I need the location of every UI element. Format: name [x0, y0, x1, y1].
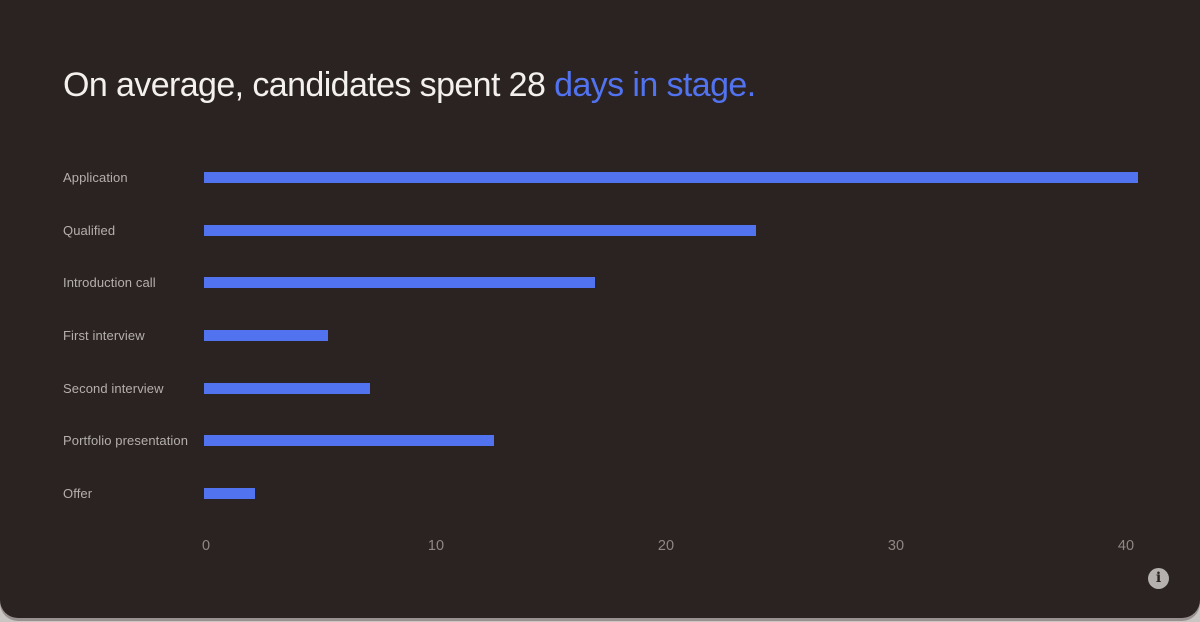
category-label: Offer [63, 485, 93, 501]
bar [204, 224, 756, 236]
category-label: Introduction call [63, 275, 156, 291]
chart-row: Portfolio presentation [63, 414, 1163, 467]
bar [204, 435, 494, 447]
category-label: First interview [63, 327, 145, 343]
category-label: Qualified [63, 222, 116, 238]
title-main-text: On average, candidates spent 28 [63, 66, 555, 104]
chart-row: Second interview [63, 362, 1163, 415]
chart-row: Introduction call [63, 256, 1163, 309]
bar [204, 329, 329, 341]
bar [204, 171, 1138, 183]
x-axis-tick: 20 [657, 538, 675, 554]
x-axis: 0 10 20 30 40 [63, 538, 1163, 558]
bar [204, 487, 255, 499]
category-label: Portfolio presentation [63, 433, 189, 449]
chart-row: Offer [63, 467, 1163, 520]
x-axis-tick: 0 [201, 538, 211, 554]
info-icon[interactable]: i [1148, 568, 1169, 589]
chart-row: First interview [63, 309, 1163, 362]
page-title: On average, candidates spent 28 days in … [63, 66, 756, 105]
bar-chart: Application Qualified Introduction call Fir… [63, 151, 1163, 520]
title-accent-text: days in stage. [554, 66, 756, 104]
chart-row: Qualified [63, 204, 1163, 257]
bar [204, 277, 595, 289]
x-axis-tick: 40 [1117, 538, 1135, 554]
x-axis-tick: 30 [887, 538, 905, 554]
category-label: Second interview [63, 380, 164, 396]
bar [204, 382, 370, 394]
chart-row: Application [63, 151, 1163, 204]
x-axis-tick: 10 [427, 538, 445, 554]
category-label: Application [63, 169, 128, 185]
